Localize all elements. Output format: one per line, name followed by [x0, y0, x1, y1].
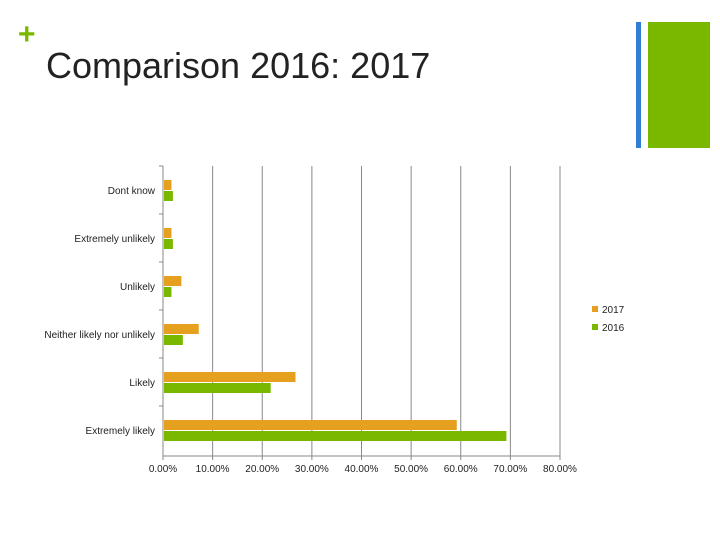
bar-2016: [164, 431, 507, 441]
bar-2017: [164, 228, 172, 238]
legend-label: 2017: [602, 305, 625, 316]
x-tick-label: 80.00%: [543, 464, 577, 475]
bar-2016: [164, 335, 183, 345]
accent-bar-blue: [636, 22, 641, 148]
legend-swatch-2017: [592, 306, 598, 312]
x-tick-label: 0.00%: [149, 464, 177, 475]
bar-2017: [164, 180, 172, 190]
legend-label: 2016: [602, 323, 625, 334]
category-label: Unlikely: [120, 282, 155, 293]
x-tick-label: 40.00%: [345, 464, 379, 475]
bar-2017: [164, 324, 199, 334]
x-tick-label: 60.00%: [444, 464, 478, 475]
category-label: Neither likely nor unlikely: [44, 330, 155, 341]
x-tick-label: 50.00%: [394, 464, 428, 475]
category-label: Likely: [129, 378, 155, 389]
x-tick-label: 70.00%: [493, 464, 527, 475]
x-tick-label: 30.00%: [295, 464, 329, 475]
bar-2017: [164, 372, 296, 382]
bar-2016: [164, 239, 173, 249]
accent-bar-green: [648, 22, 710, 148]
bar-2016: [164, 383, 271, 393]
bar-2016: [164, 287, 172, 297]
bar-2016: [164, 191, 173, 201]
x-tick-label: 20.00%: [245, 464, 279, 475]
legend-swatch-2016: [592, 324, 598, 330]
x-tick-label: 10.00%: [196, 464, 230, 475]
category-label: Dont know: [108, 186, 156, 197]
category-label: Extremely unlikely: [74, 234, 155, 245]
page-title: Comparison 2016: 2017: [46, 45, 431, 86]
category-label: Extremely likely: [86, 426, 155, 437]
bar-2017: [164, 420, 457, 430]
bar-2017: [164, 276, 182, 286]
plus-icon: +: [18, 18, 36, 51]
